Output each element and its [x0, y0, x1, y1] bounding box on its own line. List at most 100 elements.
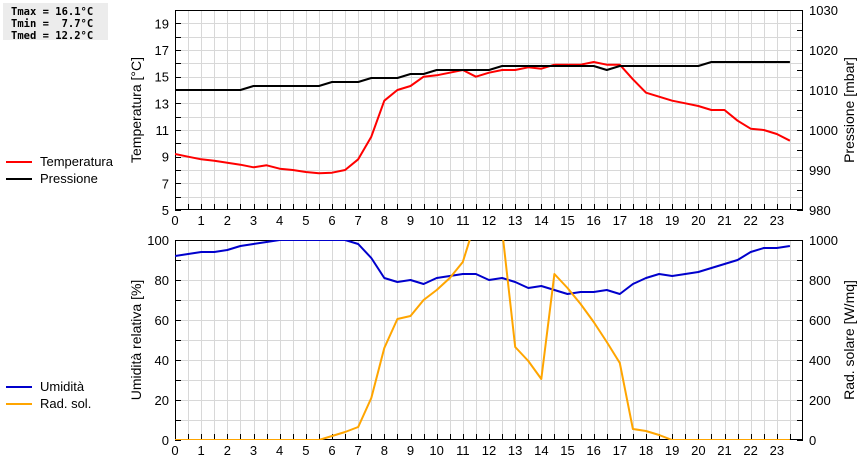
radiation-swatch-icon [6, 402, 32, 405]
humidity-swatch-icon [6, 385, 32, 388]
y2-tick-label: 1020 [809, 43, 838, 58]
grid-lines [175, 240, 803, 440]
x-tick-label: 12 [482, 213, 496, 228]
top-chart: 0 1 2 3 4 5 6 7 8 9 10 11 12 13 14 15 16 17 18 19 20 21 22 2357… [128, 3, 857, 228]
x-tick-label: 10 [429, 213, 443, 228]
y2-tick-label: 1000 [809, 233, 838, 248]
x-tick-label: 1 [198, 443, 205, 458]
y-tick-label: 80 [155, 273, 169, 288]
series-umidit- [175, 240, 791, 295]
series-lines [175, 61, 791, 175]
y-tick-label: 40 [155, 353, 169, 368]
y-tick-label: 9 [162, 150, 169, 165]
x-tick-label: 19 [665, 213, 679, 228]
x-tick-label: 5 [302, 213, 309, 228]
x-tick-label: 17 [613, 443, 627, 458]
x-tick-label: 2 [224, 213, 231, 228]
x-tick-label: 9 [407, 213, 414, 228]
x-tick-label: 9 [407, 443, 414, 458]
y-axis-title-left: Temperatura [°C] [128, 57, 144, 163]
x-tick-label: 10 [429, 443, 443, 458]
y-axis-left: 5 7 9 11 13 15 17 19 Temperatura [°C] [128, 10, 181, 218]
y-axis-title-right: Rad. solare [W/mq] [841, 280, 857, 400]
temperature-swatch-icon [6, 160, 32, 163]
x-tick-label: 17 [613, 213, 627, 228]
legend-label: Umidità [40, 379, 85, 394]
series-pressione [175, 61, 790, 91]
y-tick-label: 19 [155, 16, 169, 31]
x-tick-label: 2 [224, 443, 231, 458]
y-axis-title-right: Pressione [mbar] [841, 57, 857, 163]
y-tick-label: 11 [156, 123, 170, 138]
stats-box: Tmax = 16.1°C Tmin = 7.7°C Tmed = 12.2°C [3, 3, 108, 42]
y2-tick-label: 980 [809, 203, 831, 218]
pressure-swatch-icon [6, 177, 32, 180]
x-tick-label: 20 [691, 443, 705, 458]
y2-tick-label: 800 [809, 273, 831, 288]
legend-item-rad-sol: Rad. sol. [6, 395, 91, 412]
y-tick-label: 15 [155, 70, 169, 85]
x-tick-label: 15 [560, 213, 574, 228]
x-tick-label: 8 [381, 213, 388, 228]
series-lines [175, 240, 791, 440]
x-tick-label: 23 [770, 443, 784, 458]
legend-label: Temperatura [40, 154, 113, 169]
tmed-text: Tmed = 12.2°C [11, 30, 94, 42]
x-tick-label: 3 [250, 213, 257, 228]
x-tick-label: 1 [198, 213, 205, 228]
y-tick-label: 7 [162, 176, 169, 191]
legend-label: Rad. sol. [40, 396, 92, 411]
x-tick-label: 12 [482, 443, 496, 458]
x-tick-label: 15 [560, 443, 574, 458]
x-tick-label: 14 [534, 213, 548, 228]
x-tick-label: 3 [250, 443, 257, 458]
x-tick-label: 4 [276, 443, 283, 458]
y-tick-label: 100 [147, 233, 169, 248]
y2-tick-label: 1000 [809, 123, 838, 138]
y-axis-right: 980 990 1000 1010 1020 1030 Pressione [mbar] [797, 3, 857, 218]
grid-lines [175, 10, 803, 210]
x-tick-label: 18 [639, 443, 653, 458]
x-tick-label: 5 [302, 443, 309, 458]
y2-tick-label: 1010 [809, 83, 838, 98]
legend-label: Pressione [40, 171, 98, 186]
x-tick-label: 19 [665, 443, 679, 458]
x-tick-label: 20 [691, 213, 705, 228]
x-tick-label: 21 [717, 443, 731, 458]
y-tick-label: 20 [155, 393, 169, 408]
x-axis: 0 1 2 3 4 5 6 7 8 9 10 11 12 13 14 15 16 17 18 19 20 21 22 23 [171, 204, 791, 228]
y2-tick-label: 200 [809, 393, 831, 408]
x-tick-label: 14 [534, 443, 548, 458]
x-tick-label: 4 [276, 213, 283, 228]
x-tick-label: 21 [717, 213, 731, 228]
x-tick-label: 6 [328, 213, 335, 228]
y-axis-right: 0 200 400 600 800 1000 Rad. solare [W/mq] [797, 233, 857, 448]
series-temperatura [175, 61, 791, 175]
x-tick-label: 13 [508, 443, 522, 458]
legend-item-umidita: Umidità [6, 378, 91, 395]
x-tick-label: 7 [355, 443, 362, 458]
y-tick-label: 5 [162, 203, 169, 218]
x-tick-label: 7 [355, 213, 362, 228]
x-tick-label: 11 [456, 443, 470, 458]
x-tick-label: 18 [639, 213, 653, 228]
x-tick-label: 22 [743, 213, 757, 228]
x-tick-label: 6 [328, 443, 335, 458]
x-axis: 0 1 2 3 4 5 6 7 8 9 10 11 12 13 14 15 16 17 18 19 20 21 22 23 [171, 434, 791, 458]
y2-tick-label: 400 [809, 353, 831, 368]
legend-top: Temperatura Pressione [6, 153, 113, 187]
y2-tick-label: 990 [809, 163, 831, 178]
y-tick-label: 13 [155, 96, 169, 111]
y2-tick-label: 1030 [809, 3, 838, 18]
y2-tick-label: 600 [809, 313, 831, 328]
y-axis-title-left: Umidità relativa [%] [128, 280, 144, 401]
x-tick-label: 16 [586, 443, 600, 458]
legend-item-temperatura: Temperatura [6, 153, 113, 170]
legend-bottom: Umidità Rad. sol. [6, 378, 91, 412]
x-tick-label: 11 [456, 213, 470, 228]
tmax-text: Tmax = 16.1°C [11, 6, 94, 18]
x-tick-label: 0 [171, 443, 178, 458]
tmin-text: Tmin = 7.7°C [11, 18, 94, 30]
y-tick-label: 60 [155, 313, 169, 328]
